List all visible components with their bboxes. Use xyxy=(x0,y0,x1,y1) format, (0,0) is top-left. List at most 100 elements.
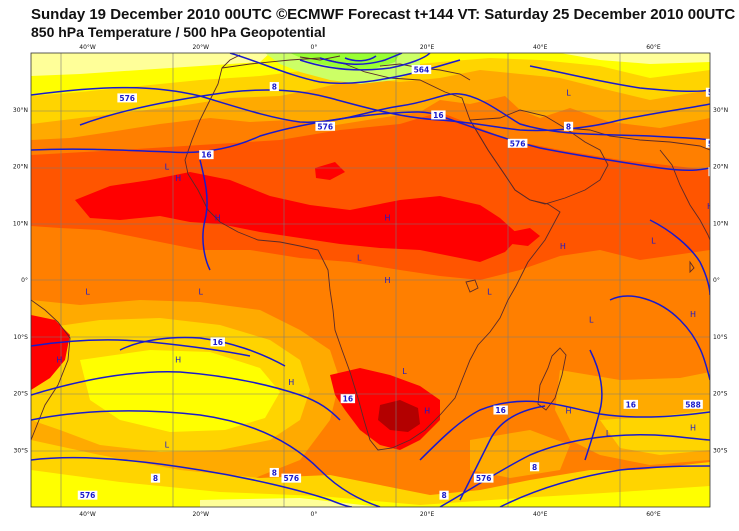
contour-label: 16 xyxy=(708,167,710,177)
top-lon-label: 20°E xyxy=(420,44,435,51)
contour-label: 16 xyxy=(340,394,356,404)
contour-label-bg xyxy=(431,110,446,120)
low-pressure-marker: L xyxy=(199,287,204,296)
temp-spot-red-east xyxy=(510,228,540,246)
contour-8-south-atlantic xyxy=(31,456,353,507)
contour-576-south-atlantic xyxy=(31,410,381,507)
contour-588-south xyxy=(31,339,251,357)
top-longitude-labels: 40°W 20°W 0° 20°E 40°E 60°E xyxy=(79,44,661,51)
contour-16-west xyxy=(199,159,211,271)
temp-band-pale-northwest xyxy=(31,53,270,76)
contour-label-bg xyxy=(315,121,336,131)
map-subtitle: 850 hPa Temperature / 500 hPa Geopotenti… xyxy=(31,24,326,40)
contour-loop-east xyxy=(609,295,710,381)
top-lon-label: 40°E xyxy=(533,44,548,51)
temp-band-yellow-orange-indian xyxy=(600,410,710,455)
bottom-lon-label: 60°E xyxy=(646,511,661,518)
contour-label-text: 8 xyxy=(532,463,537,472)
temp-band-pale-south xyxy=(200,498,380,507)
contour-label-text: 16 xyxy=(433,111,443,120)
bottom-lon-label: 20°E xyxy=(420,511,435,518)
contour-label-text: 16 xyxy=(343,395,353,404)
low-pressure-marker: L xyxy=(589,316,594,325)
arabia-coast xyxy=(469,109,609,205)
contour-label: 576 xyxy=(281,473,302,483)
contour-label-text: 576 xyxy=(510,139,526,148)
left-lat-label: 0° xyxy=(21,277,28,284)
high-pressure-marker: H xyxy=(384,276,390,285)
contour-label: 16 xyxy=(623,399,638,409)
contour-label-bg xyxy=(563,121,574,131)
contour-16-north xyxy=(31,111,710,172)
temp-spot-red-west xyxy=(31,315,70,390)
temp-band-green-core xyxy=(290,53,400,70)
contour-label-bg xyxy=(281,473,302,483)
top-lon-label: 60°E xyxy=(646,44,661,51)
contour-label: 576 xyxy=(473,473,494,483)
contour-label: 8 xyxy=(150,473,161,483)
temperature-field xyxy=(31,53,710,507)
contour-label-bg xyxy=(705,87,710,97)
high-pressure-marker: H xyxy=(560,242,566,251)
contour-label-text: 8 xyxy=(153,474,158,483)
right-lat-label: 30°N xyxy=(713,107,728,114)
left-lat-label: 10°S xyxy=(14,334,29,341)
left-lat-label: 10°N xyxy=(13,220,28,227)
contour-label-bg xyxy=(117,93,137,103)
contour-label-text: 8 xyxy=(441,491,446,500)
low-pressure-marker: L xyxy=(606,429,611,438)
contour-label-text: 16 xyxy=(626,400,636,409)
right-lat-label: 0° xyxy=(713,277,720,284)
contour-label-text: 16 xyxy=(495,406,505,415)
low-pressure-marker: L xyxy=(651,236,656,245)
right-lat-label: 10°N xyxy=(713,220,728,227)
right-lat-label: 10°S xyxy=(713,334,728,341)
contour-label-bg xyxy=(77,490,98,500)
south-america-coast xyxy=(31,299,71,441)
contour-label-text: 8 xyxy=(272,468,277,477)
high-pressure-marker: H xyxy=(56,355,62,364)
contour-label: 576 xyxy=(117,93,137,103)
contour-label: 16 xyxy=(210,337,225,347)
bottom-longitude-labels: 40°W 20°W 0° 20°E 40°E 60°E xyxy=(79,511,661,518)
low-pressure-marker: L xyxy=(165,163,170,172)
high-pressure-marker: H xyxy=(288,378,294,387)
high-pressure-marker: H xyxy=(384,214,390,223)
contour-label-text: 576 xyxy=(708,139,724,148)
contour-label-bg xyxy=(507,138,528,148)
iran-coast xyxy=(564,127,710,151)
left-lat-label: 30°S xyxy=(14,447,29,454)
india-coast xyxy=(659,149,710,241)
low-pressure-marker: L xyxy=(719,344,724,353)
low-pressure-marker: L xyxy=(85,287,90,296)
contour-low-north-1 xyxy=(299,53,431,71)
contour-label-text: 16 xyxy=(201,151,211,160)
high-pressure-marker: H xyxy=(566,407,572,416)
low-pressure-marker: L xyxy=(487,287,492,296)
contour-8-south xyxy=(499,465,710,507)
right-lat-label: 20°N xyxy=(713,164,728,171)
high-pressure-marker: H xyxy=(424,407,430,416)
contour-label: 576 xyxy=(705,138,724,148)
contour-label-text: 8 xyxy=(566,122,571,131)
contour-16-south-atlantic xyxy=(31,370,341,421)
contour-label: 564 xyxy=(705,87,724,97)
high-pressure-marker: H xyxy=(175,355,181,364)
contour-label: 8 xyxy=(439,490,449,500)
contour-label-text: 564 xyxy=(708,88,724,97)
contour-value-labels: 576 8 576 16 16 564 576 8 564 576 16 16 16 16 16 588 8 57… xyxy=(77,65,724,500)
contour-indian-far-east xyxy=(649,219,710,296)
bottom-lon-label: 40°W xyxy=(79,511,96,518)
contour-label-bg xyxy=(150,473,161,483)
contour-label-bg xyxy=(269,467,279,477)
low-pressure-marker: L xyxy=(566,89,571,98)
geopotential-contours xyxy=(31,53,710,507)
contour-576-north xyxy=(31,86,710,141)
sri-lanka-coast xyxy=(689,260,695,274)
contour-label-text: 576 xyxy=(119,94,135,103)
top-lon-label: 20°W xyxy=(192,44,209,51)
contour-label: 8 xyxy=(529,462,540,472)
temp-band-yellow-atlantic xyxy=(80,350,280,432)
